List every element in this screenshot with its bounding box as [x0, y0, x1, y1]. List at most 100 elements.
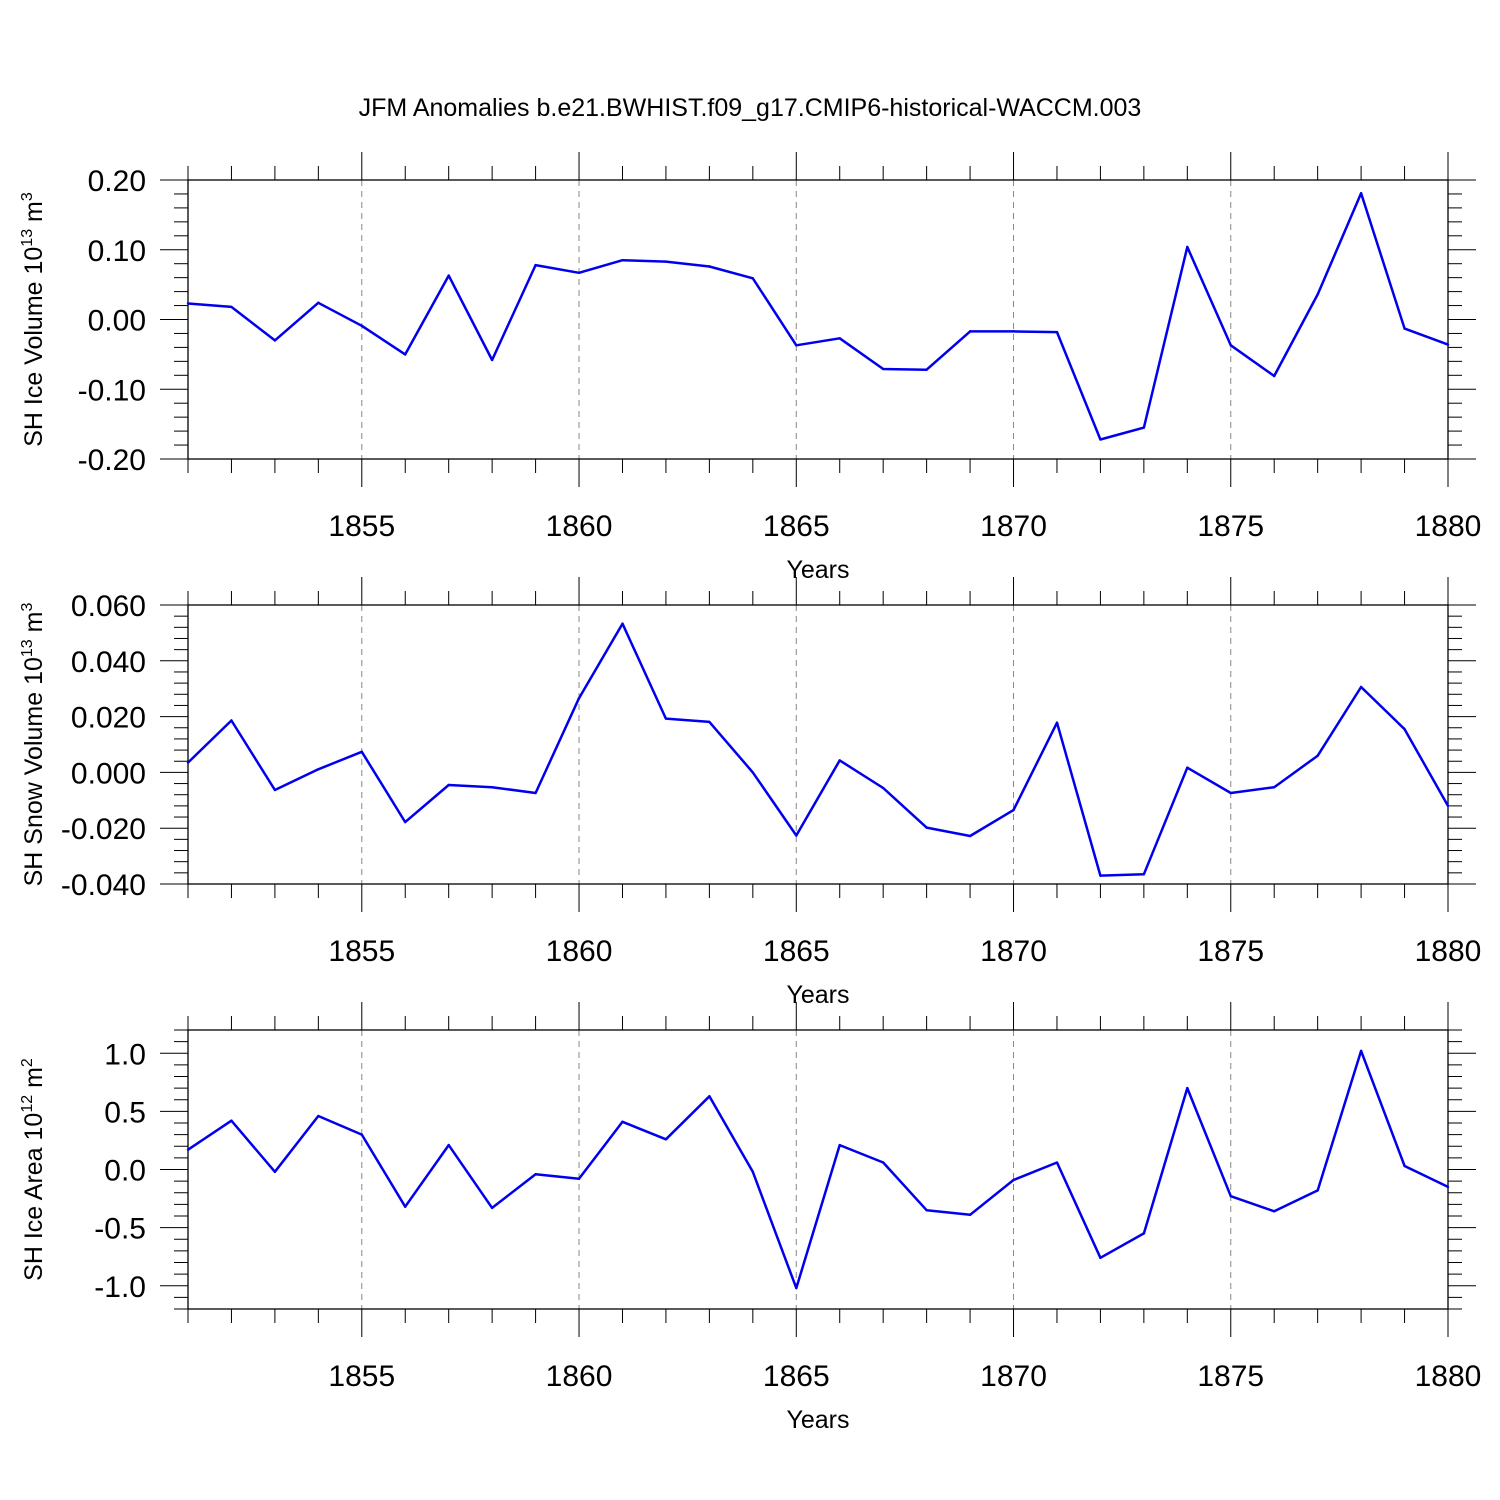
data-point: [795, 834, 798, 837]
data-point: [1012, 1178, 1015, 1182]
x-tick-label: 1855: [328, 1360, 395, 1393]
data-point: [1316, 754, 1319, 757]
data-point: [360, 1133, 363, 1136]
x-tick-label: 1875: [1197, 935, 1264, 968]
data-point: [447, 783, 450, 787]
data-point: [708, 1095, 711, 1098]
x-tick-label: 1860: [546, 935, 613, 968]
x-tick-label: 1865: [763, 1360, 830, 1393]
data-point: [1359, 685, 1363, 689]
panel-ice-area: 1.0 0.5 0.0 -0.5 -1.0 1855 1860 1865 1870 1875 188…: [19, 1002, 1481, 1434]
data-point: [230, 1119, 233, 1122]
y-axis-title: SH Ice Volume 1013 m3: [19, 192, 48, 447]
x-tick-label: 1880: [1415, 510, 1482, 543]
data-point: [1142, 1232, 1146, 1235]
data-point: [1446, 1185, 1450, 1189]
data-point: [186, 302, 190, 305]
data-point: [1229, 344, 1232, 347]
data-point: [404, 353, 407, 356]
data-point: [577, 271, 581, 274]
plot-frame: [187, 179, 1449, 460]
series-line: [187, 1049, 1449, 1290]
y-axis-title: SH Ice Area 1012 m2: [19, 1058, 48, 1281]
x-tick-label: 1865: [763, 510, 830, 543]
data-point: [230, 719, 233, 722]
data-point: [968, 834, 972, 838]
data-point: [534, 263, 537, 267]
x-tick-label: 1855: [328, 935, 395, 968]
data-point: [317, 768, 320, 771]
x-tick-label: 1880: [1415, 935, 1482, 968]
data-point: [404, 820, 407, 824]
data-point: [1055, 330, 1059, 334]
data-point: [1316, 1189, 1319, 1192]
data-point: [968, 330, 972, 333]
data-point: [447, 1143, 450, 1147]
data-point: [1099, 1256, 1102, 1260]
y-tick-label: 0.000: [71, 757, 146, 790]
y-tick-label: 0.060: [71, 590, 146, 623]
data-point: [881, 1161, 885, 1164]
data-point: [1403, 1164, 1406, 1168]
data-point: [1359, 192, 1363, 195]
data-point: [795, 344, 798, 347]
data-point: [360, 750, 363, 753]
x-tick-label: 1855: [328, 510, 395, 543]
x-axis-title: Years: [786, 556, 849, 584]
data-point: [230, 305, 233, 309]
panel-ice-volume: 0.20 0.10 0.00 -0.10 -0.20 1855 1860 1865 1870 18…: [19, 152, 1481, 584]
data-point: [1446, 343, 1450, 346]
data-point: [1055, 721, 1059, 724]
data-point: [1099, 874, 1102, 877]
y-axis-title: SH Snow Volume 1013 m3: [19, 603, 48, 887]
data-point: [317, 301, 320, 304]
data-point: [273, 1170, 277, 1174]
data-point: [447, 274, 450, 277]
x-axis-title: Years: [786, 1406, 849, 1434]
figure-title: JFM Anomalies b.e21.BWHIST.f09_g17.CMIP6…: [359, 94, 1142, 122]
data-point: [186, 1148, 190, 1151]
data-point: [577, 696, 581, 700]
panel-snow-volume: 0.060 0.040 0.020 0.000 -0.020 -0.040 1855 1860…: [19, 577, 1481, 1009]
data-point: [838, 337, 841, 340]
data-point: [1273, 785, 1276, 789]
data-point: [1359, 1049, 1363, 1053]
series-line: [187, 192, 1449, 441]
y-tick-label: -1.0: [94, 1271, 146, 1304]
data-point: [664, 1138, 668, 1141]
data-point: [1012, 808, 1015, 812]
plot-frame: [187, 1029, 1449, 1310]
data-point: [577, 1177, 581, 1181]
y-tick-label: -0.20: [78, 444, 146, 477]
data-point: [881, 367, 885, 371]
data-point: [1142, 426, 1146, 429]
x-axis-title: Years: [786, 981, 849, 1009]
data-point: [534, 791, 537, 795]
data-point: [273, 788, 277, 792]
data-point: [360, 324, 363, 327]
data-point: [751, 771, 755, 774]
data-point: [1403, 727, 1406, 731]
data-point: [751, 1170, 755, 1174]
y-tick-label: -0.10: [78, 374, 146, 407]
data-point: [621, 622, 624, 625]
data-point: [881, 786, 885, 790]
data-point: [317, 1114, 320, 1118]
x-tick-label: 1880: [1415, 1360, 1482, 1393]
y-tick-label: -0.040: [61, 869, 146, 902]
data-point: [925, 368, 928, 371]
data-point: [1273, 1210, 1276, 1213]
data-point: [1099, 438, 1102, 441]
data-point: [1229, 1195, 1232, 1198]
data-point: [1446, 804, 1450, 808]
y-tick-label: 0.020: [71, 702, 146, 735]
data-point: [1186, 245, 1189, 249]
y-tick-label: 0.20: [88, 165, 146, 198]
y-tick-label: 0.0: [104, 1155, 146, 1188]
data-point: [273, 339, 277, 342]
data-point: [925, 826, 928, 829]
data-point: [1055, 1161, 1059, 1164]
data-point: [1012, 330, 1015, 333]
data-point: [968, 1213, 972, 1217]
data-point: [838, 1143, 841, 1147]
